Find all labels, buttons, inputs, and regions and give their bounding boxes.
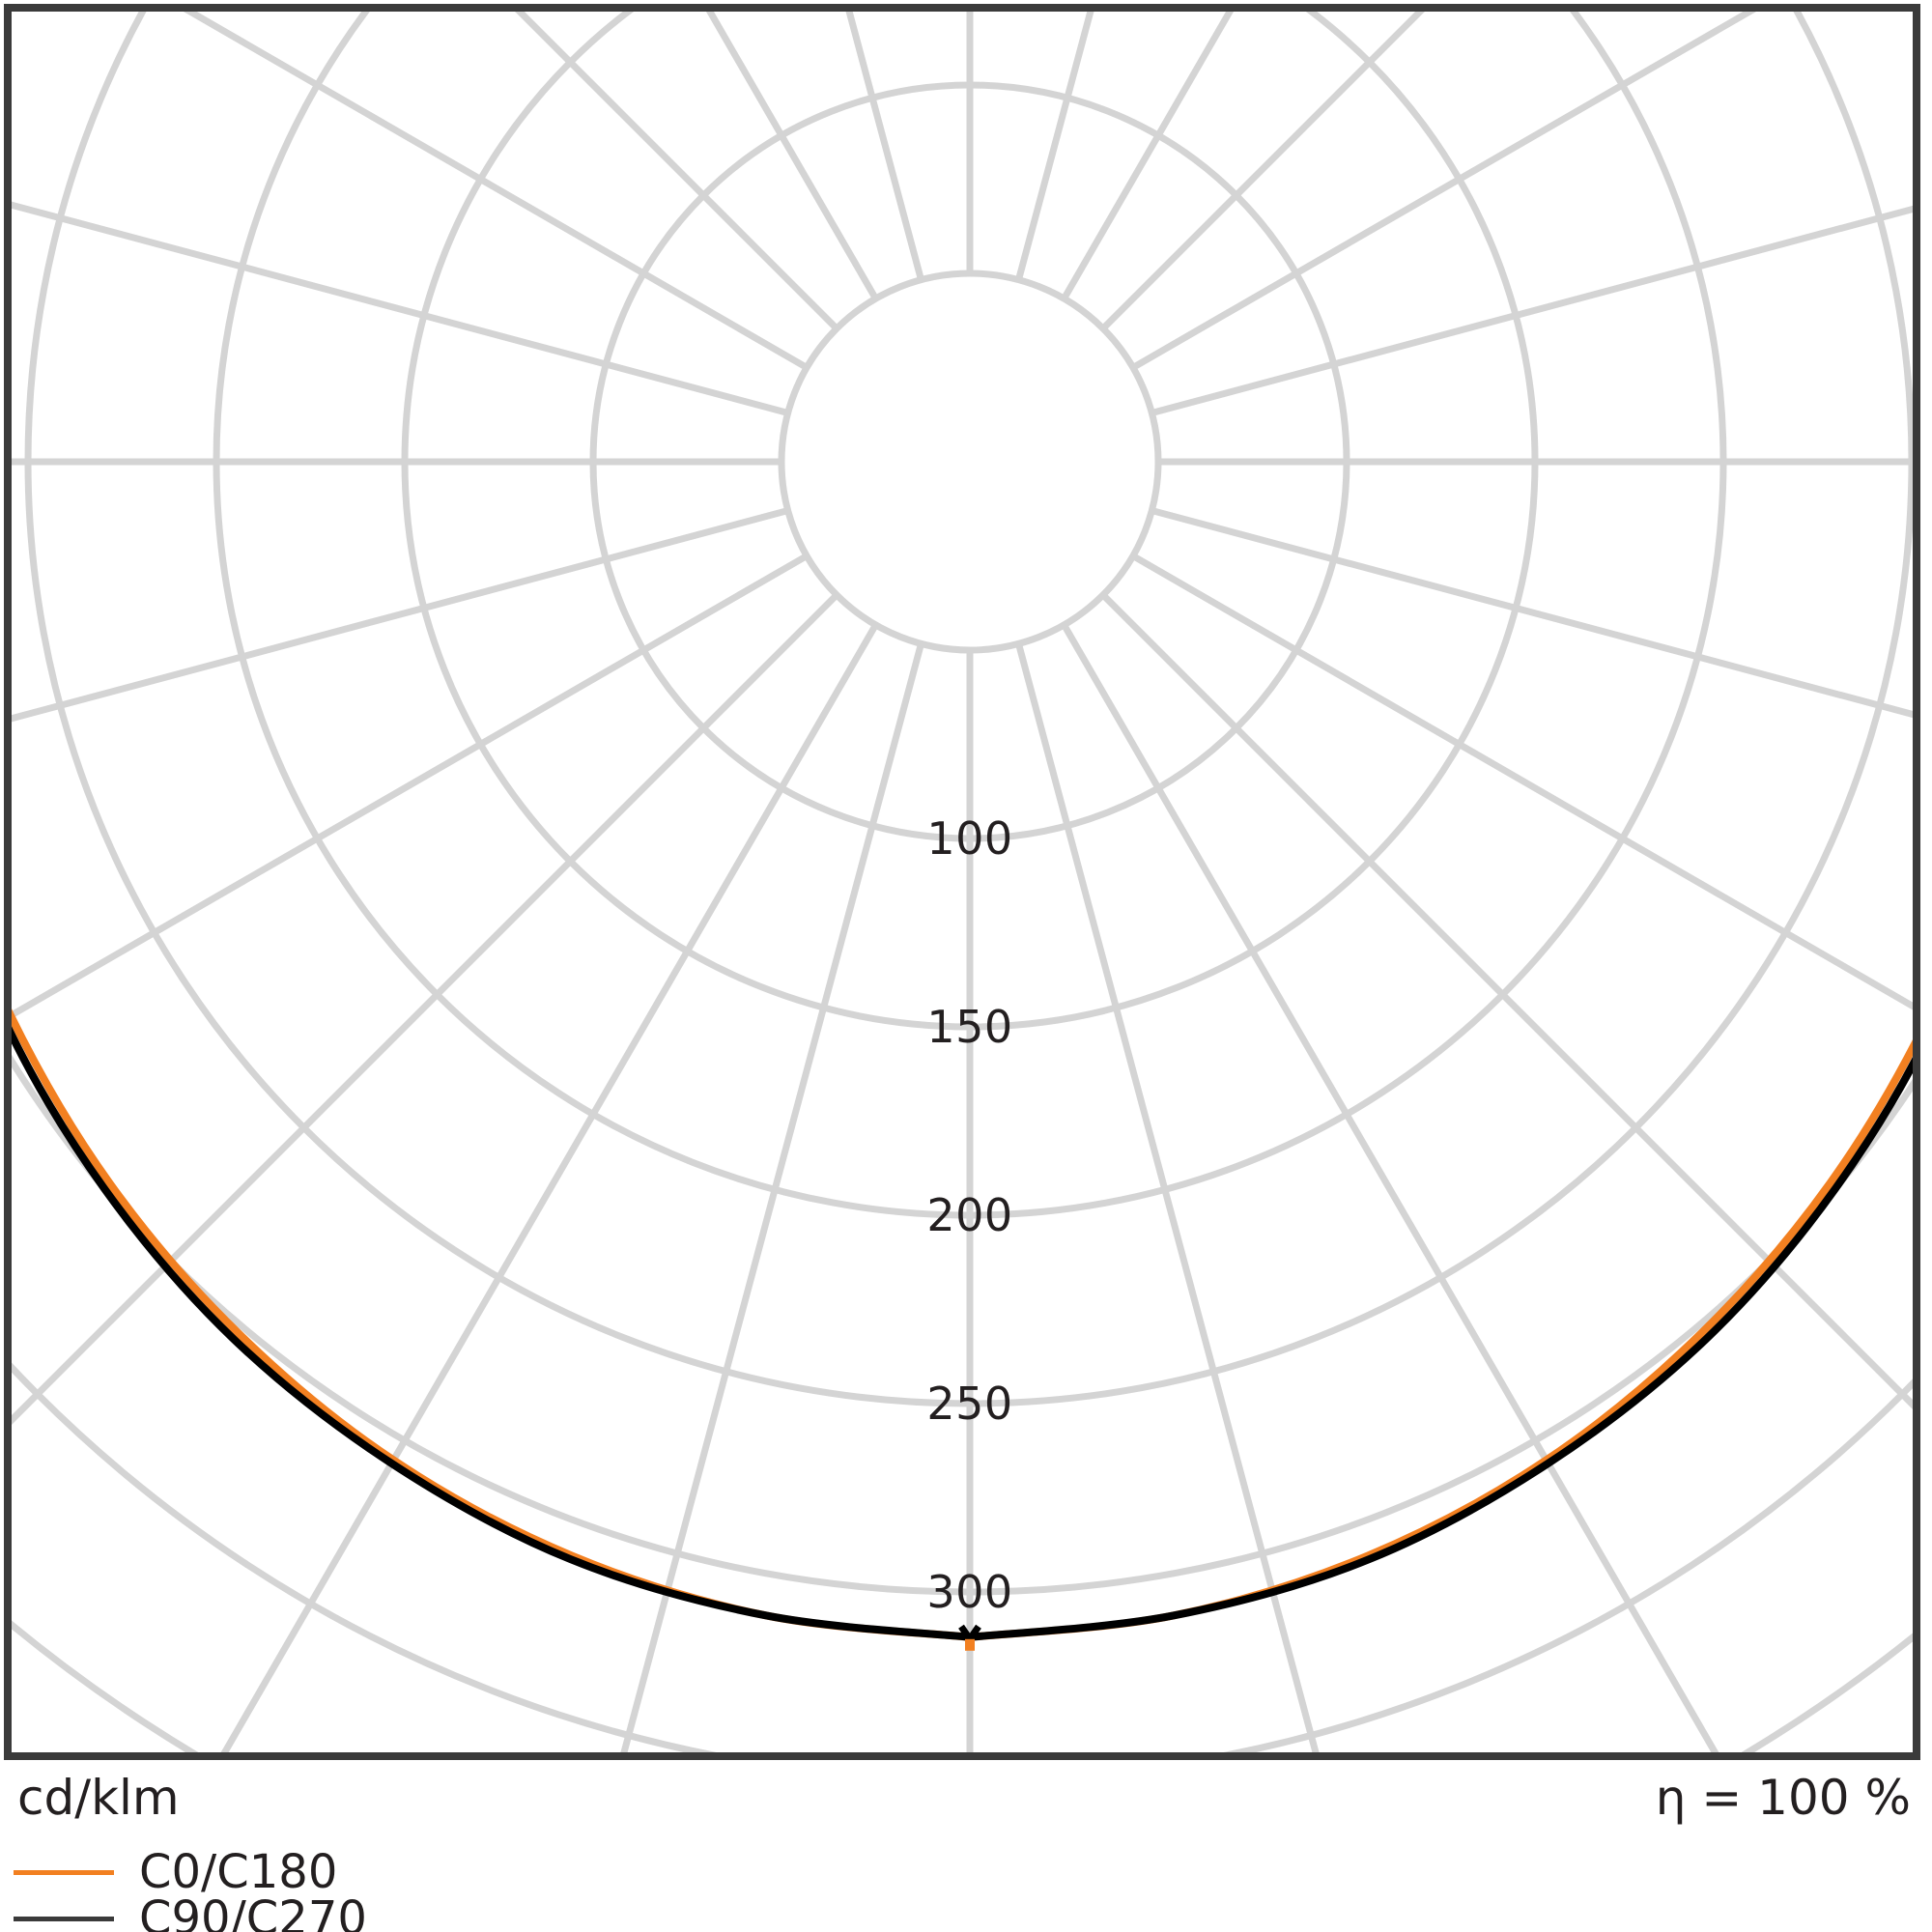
grid-spoke bbox=[1131, 553, 1913, 1010]
grid-spoke bbox=[1131, 12, 1757, 371]
legend-label: C0/C180 bbox=[139, 1845, 338, 1899]
polar-diagram-svg bbox=[12, 12, 1913, 1752]
grid-spoke bbox=[12, 201, 789, 416]
legend-color-swatch bbox=[14, 1916, 114, 1921]
grid-spoke bbox=[620, 642, 924, 1752]
grid-spoke bbox=[845, 12, 924, 281]
radial-tick-label: 100 bbox=[926, 812, 1013, 865]
efficiency-label: η = 100 % bbox=[1655, 1770, 1911, 1826]
grid-spoke bbox=[1061, 12, 1235, 300]
unit-label: cd/klm bbox=[17, 1770, 180, 1826]
grid-ring bbox=[778, 270, 1162, 654]
polar-plot-area: 100 150 200 250 300 bbox=[4, 4, 1920, 1760]
grid-ring bbox=[12, 1054, 1913, 1596]
grid-spoke bbox=[12, 592, 839, 1425]
polar-grid bbox=[12, 12, 1913, 1752]
legend-color-swatch bbox=[14, 1869, 114, 1875]
radial-tick-label: 150 bbox=[926, 1001, 1013, 1053]
grid-spoke bbox=[1100, 12, 1425, 331]
grid-spoke bbox=[515, 12, 839, 331]
legend-item[interactable]: C90/C270 bbox=[14, 1895, 367, 1932]
grid-spoke bbox=[1015, 642, 1320, 1752]
radial-tick-label: 200 bbox=[926, 1189, 1013, 1241]
grid-spoke bbox=[220, 623, 879, 1752]
grid-ring bbox=[12, 1619, 1913, 1752]
grid-spoke bbox=[1151, 205, 1913, 416]
chart-footer: cd/klm η = 100 % C0/C180 C90/C270 bbox=[0, 1760, 1932, 1932]
legend-item[interactable]: C0/C180 bbox=[14, 1849, 367, 1895]
grid-spoke bbox=[1061, 623, 1719, 1752]
grid-spoke bbox=[705, 12, 879, 300]
grid-ring bbox=[12, 1362, 1913, 1752]
peak-marker bbox=[958, 1624, 981, 1651]
radial-tick-label: 300 bbox=[926, 1566, 1013, 1618]
radial-tick-label: 250 bbox=[926, 1378, 1013, 1430]
chart-legend: C0/C180 C90/C270 bbox=[14, 1849, 367, 1932]
grid-spoke bbox=[12, 553, 809, 1019]
grid-spoke bbox=[1151, 507, 1913, 719]
grid-spoke bbox=[1015, 12, 1094, 281]
grid-spoke bbox=[1100, 592, 1913, 1409]
legend-label: C90/C270 bbox=[139, 1891, 367, 1932]
grid-spoke bbox=[12, 507, 789, 723]
grid-spoke bbox=[183, 12, 809, 371]
